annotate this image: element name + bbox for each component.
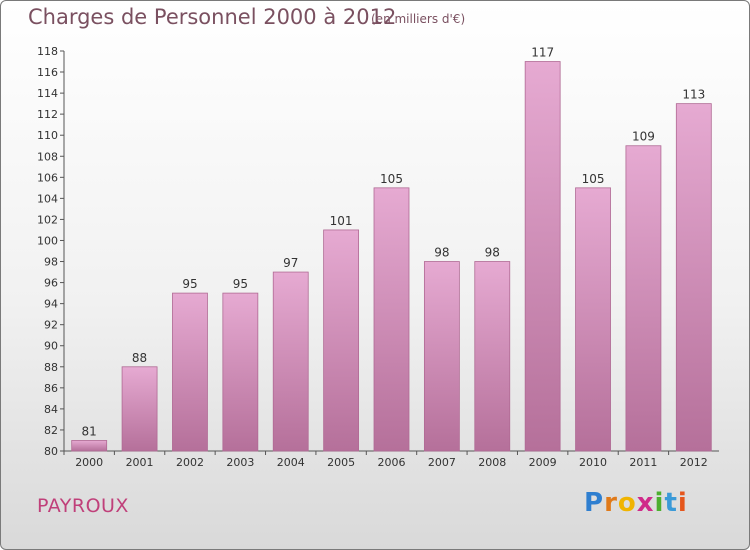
bar-2010 xyxy=(575,187,611,452)
logo-letter: t xyxy=(664,488,678,518)
bar-2000 xyxy=(71,440,108,452)
logo-letter: r xyxy=(604,488,618,518)
y-tick-label: 112 xyxy=(37,108,58,121)
y-tick-label: 96 xyxy=(44,277,58,290)
data-label-2004: 97 xyxy=(283,256,298,270)
logo-letter: o xyxy=(617,488,637,518)
y-tick-label: 102 xyxy=(37,213,58,226)
y-tick-label: 94 xyxy=(44,298,58,311)
logo-letter: P xyxy=(584,488,605,518)
y-tick-label: 118 xyxy=(37,45,58,58)
bar-2011 xyxy=(625,145,662,452)
data-label-2008: 98 xyxy=(485,246,500,260)
data-label-2010: 105 xyxy=(582,172,605,186)
x-tick-label: 2008 xyxy=(478,456,506,469)
chart-title: Charges de Personnel 2000 à 2012 xyxy=(28,5,397,29)
x-tick-label: 2006 xyxy=(378,456,406,469)
x-tick-label: 2011 xyxy=(629,456,657,469)
commune-name: PAYROUX xyxy=(37,495,129,517)
bar-2008 xyxy=(474,261,511,452)
y-tick-label: 106 xyxy=(37,171,58,184)
data-label-2007: 98 xyxy=(434,246,449,260)
logo-letter: x xyxy=(636,488,655,518)
data-label-2009: 117 xyxy=(531,46,554,60)
data-label-2001: 88 xyxy=(132,351,147,365)
x-tick-label: 2005 xyxy=(327,456,355,469)
data-label-2005: 101 xyxy=(330,214,353,228)
bar-2004 xyxy=(272,271,309,452)
bar-2012 xyxy=(675,103,712,452)
x-tick-label: 2012 xyxy=(680,456,708,469)
data-label-2006: 105 xyxy=(380,172,403,186)
y-tick-label: 110 xyxy=(37,129,58,142)
bar-2007 xyxy=(423,261,460,452)
y-tick-label: 92 xyxy=(44,319,58,332)
x-tick-label: 2001 xyxy=(126,456,154,469)
bars xyxy=(71,61,712,452)
axes: 80 82 84 86 88 90 92 94 96 98 100 102 104 106 108 110 11… xyxy=(37,45,719,469)
chart-subtitle: (en milliers d'€) xyxy=(371,12,466,26)
y-tick-label: 88 xyxy=(44,361,58,374)
y-tick-label: 116 xyxy=(37,66,58,79)
bar-2001 xyxy=(121,366,158,452)
bar-2005 xyxy=(323,229,360,452)
bar-2006 xyxy=(373,187,410,452)
y-tick-label: 104 xyxy=(37,192,58,205)
y-tick-label: 100 xyxy=(37,234,58,247)
y-tick-label: 82 xyxy=(44,424,58,437)
proxiti-logo: Proxiti xyxy=(584,488,688,518)
y-tick-label: 108 xyxy=(37,150,58,163)
bar-2002 xyxy=(172,292,208,452)
data-label-2000: 81 xyxy=(82,424,97,438)
x-tick-label: 2000 xyxy=(75,456,103,469)
x-tick-label: 2002 xyxy=(176,456,204,469)
data-label-2002: 95 xyxy=(182,277,197,291)
y-tick-label: 80 xyxy=(44,445,58,458)
y-tick-label: 84 xyxy=(44,403,58,416)
data-label-2003: 95 xyxy=(233,277,248,291)
x-tick-label: 2010 xyxy=(579,456,607,469)
x-tick-label: 2004 xyxy=(277,456,305,469)
y-tick-label: 114 xyxy=(37,87,58,100)
bar-2003 xyxy=(222,292,259,452)
x-tick-label: 2003 xyxy=(226,456,254,469)
data-label-2011: 109 xyxy=(632,130,655,144)
y-tick-label: 86 xyxy=(44,382,58,395)
x-tick-label: 2007 xyxy=(428,456,456,469)
logo-letter: i xyxy=(654,488,665,518)
logo-letter: i xyxy=(677,488,688,518)
y-tick-label: 90 xyxy=(44,340,58,353)
y-tick-label: 98 xyxy=(44,256,58,269)
data-labels: 81 88 95 95 97 101 105 98 98 117 105 109 113 xyxy=(82,46,706,439)
x-tick-label: 2009 xyxy=(529,456,557,469)
bar-2009 xyxy=(524,61,561,452)
data-label-2012: 113 xyxy=(682,88,705,102)
